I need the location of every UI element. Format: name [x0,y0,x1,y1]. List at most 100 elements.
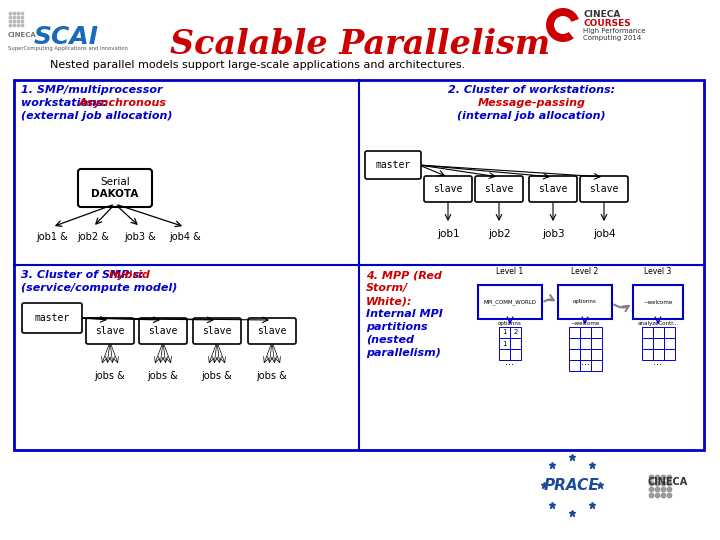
Bar [633,285,683,319]
Text: Internal MPI: Internal MPI [366,309,443,319]
Text: PRACE: PRACE [544,477,600,492]
Text: slave: slave [257,326,287,336]
Text: 1: 1 [503,341,507,347]
Bar [558,285,612,319]
Bar [478,285,542,319]
Text: slave: slave [589,184,618,194]
Text: CINECA: CINECA [8,32,37,38]
Text: job4 &: job4 & [169,232,201,242]
Text: White):: White): [366,296,413,306]
Text: (internal job allocation): (internal job allocation) [457,111,606,121]
Text: MPI_COMM_WORLD: MPI_COMM_WORLD [484,299,536,305]
Text: SCAI: SCAI [34,25,99,49]
Text: jobs &: jobs & [256,371,287,381]
Text: ~welcome: ~welcome [644,300,672,305]
Bar [14,80,704,450]
Text: job1: job1 [437,229,459,239]
Text: partitions: partitions [366,322,428,332]
FancyBboxPatch shape [424,176,472,202]
Text: workstations:: workstations: [21,98,111,108]
Text: jobs &: jobs & [148,371,179,381]
Text: 4. MPP (Red: 4. MPP (Red [366,270,442,280]
Text: Storm/: Storm/ [366,283,408,293]
Text: 3. Cluster of SMP's:: 3. Cluster of SMP's: [21,270,148,280]
Text: Level 2: Level 2 [572,267,598,276]
FancyBboxPatch shape [365,151,421,179]
Bar [652,349,664,360]
Text: optionns: optionns [498,321,522,326]
Bar [569,338,580,349]
Text: ~welcome: ~welcome [570,321,600,326]
Text: (nested: (nested [366,335,414,345]
Text: slave: slave [148,326,178,336]
Bar [580,349,590,360]
FancyBboxPatch shape [475,176,523,202]
Bar [664,349,675,360]
Wedge shape [546,8,579,42]
Text: Asynchronous: Asynchronous [79,98,167,108]
Text: 1. SMP/multiprocessor: 1. SMP/multiprocessor [21,85,163,95]
Text: 2. Cluster of workstations:: 2. Cluster of workstations: [448,85,615,95]
FancyBboxPatch shape [529,176,577,202]
Bar [664,338,675,349]
Text: job1 &: job1 & [36,232,68,242]
Circle shape [554,16,572,34]
Text: High Performance: High Performance [583,28,646,34]
FancyBboxPatch shape [580,176,628,202]
Bar [580,327,590,338]
Bar [499,327,510,338]
Text: ...: ... [505,357,515,367]
Text: Nested parallel models support large-scale applications and architectures.: Nested parallel models support large-sca… [50,60,465,70]
Text: analyzeContr...: analyzeContr... [637,321,679,326]
Text: (service/compute model): (service/compute model) [21,283,177,293]
Text: Computing 2014: Computing 2014 [583,35,642,41]
Bar [590,338,601,349]
Text: job2: job2 [487,229,510,239]
Bar [580,338,590,349]
Bar [499,338,510,349]
Text: jobs &: jobs & [94,371,125,381]
Text: Message-passing: Message-passing [477,98,585,108]
FancyBboxPatch shape [139,318,187,344]
FancyBboxPatch shape [78,169,152,207]
Text: optionns: optionns [573,300,597,305]
Text: job4: job4 [593,229,616,239]
Bar [590,327,601,338]
Text: 1: 1 [503,329,507,335]
Text: CINECA: CINECA [648,477,688,487]
Text: Scalable Parallelism: Scalable Parallelism [170,28,550,61]
Text: 2: 2 [513,329,518,335]
Bar [652,338,664,349]
Wedge shape [563,19,580,38]
Text: slave: slave [539,184,567,194]
Text: job2 &: job2 & [77,232,109,242]
FancyBboxPatch shape [86,318,134,344]
Bar [569,360,580,371]
Bar [499,349,510,360]
Bar [652,327,664,338]
Bar [642,338,652,349]
Text: SuperComputing Applications and Innovation: SuperComputing Applications and Innovati… [8,46,128,51]
Text: jobs &: jobs & [202,371,233,381]
FancyBboxPatch shape [248,318,296,344]
Text: Serial: Serial [100,177,130,187]
Text: slave: slave [202,326,232,336]
Text: Level 3: Level 3 [644,267,672,276]
Bar [580,360,590,371]
Bar [664,327,675,338]
Bar [642,349,652,360]
Text: slave: slave [485,184,513,194]
Text: job3: job3 [541,229,564,239]
Text: (external job allocation): (external job allocation) [21,111,173,121]
Bar [510,349,521,360]
Text: ...: ... [654,357,662,367]
Text: slave: slave [95,326,125,336]
Text: master: master [375,160,410,170]
Bar [510,338,521,349]
Text: ...: ... [580,357,590,367]
Bar [590,349,601,360]
Text: parallelism): parallelism) [366,348,441,358]
Text: Hybrid: Hybrid [109,270,151,280]
Text: DAKOTA: DAKOTA [91,189,139,199]
FancyBboxPatch shape [193,318,241,344]
